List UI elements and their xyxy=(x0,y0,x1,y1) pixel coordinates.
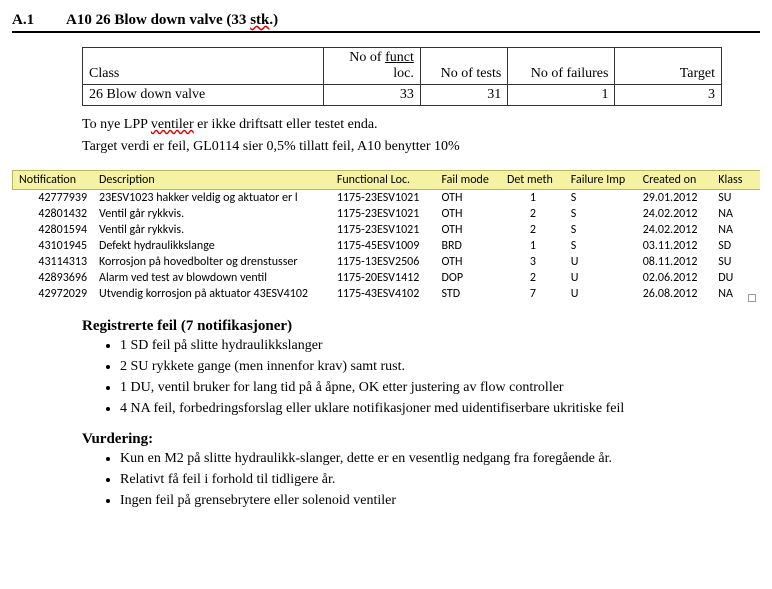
cell-created: 24.02.2012 xyxy=(637,206,713,222)
assessment-list: Kun en M2 på slitte hydraulikk-slanger, … xyxy=(102,450,760,511)
section-title-part: A10 26 Blow down valve (33 xyxy=(66,12,250,28)
summary-table-wrap: Class No of funct loc. No of tests No of… xyxy=(82,47,760,106)
cell-det: 3 xyxy=(501,254,565,270)
cell-id: 42777939 xyxy=(13,190,94,207)
cell-id: 42801594 xyxy=(13,222,94,238)
cell-loc: 1175-23ESV1021 xyxy=(331,206,436,222)
cell-desc: Utvendig korrosjon på aktuator 43ESV4102 xyxy=(93,286,331,302)
cell-mode: OTH xyxy=(435,190,501,207)
cell-mode: OTH xyxy=(435,206,501,222)
cell-class: 26 Blow down valve xyxy=(83,85,324,106)
cell-mode: OTH xyxy=(435,254,501,270)
paragraph-1: To nye LPP ventiler er ikke driftsatt el… xyxy=(82,116,760,134)
cell-desc: Alarm ved test av blowdown ventil xyxy=(93,270,331,286)
cell-imp: U xyxy=(565,270,637,286)
cell-imp: S xyxy=(565,206,637,222)
cell-klass: SU xyxy=(712,190,760,207)
cell-created: 24.02.2012 xyxy=(637,222,713,238)
cell-mode: DOP xyxy=(435,270,501,286)
col-funct-loc: No of funct loc. xyxy=(324,48,421,85)
paragraph-2: Target verdi er feil, GL0114 sier 0,5% t… xyxy=(82,138,760,156)
cell-det: 1 xyxy=(501,238,565,254)
cell-det: 2 xyxy=(501,206,565,222)
list-item: Ingen feil på grensebrytere eller soleno… xyxy=(120,492,760,511)
cell-id: 43114313 xyxy=(13,254,94,270)
col-klass: Klass xyxy=(712,171,760,190)
cell-id: 42893696 xyxy=(13,270,94,286)
notification-table-wrap: Notification Description Functional Loc.… xyxy=(12,170,760,306)
cell-klass: NA xyxy=(712,222,760,238)
table-row: 43114313Korrosjon på hovedbolter og dren… xyxy=(13,254,761,270)
cell-tests: 31 xyxy=(420,85,507,106)
section-title-part: .) xyxy=(269,12,278,28)
list-item: 4 NA feil, forbedringsforslag eller ukla… xyxy=(120,400,760,419)
cell-id: 43101945 xyxy=(13,238,94,254)
col-target: Target xyxy=(615,48,722,85)
assessment-heading: Vurdering: xyxy=(82,431,760,448)
table-row: 42893696Alarm ved test av blowdown venti… xyxy=(13,270,761,286)
cell-failures: 1 xyxy=(508,85,615,106)
section-number: A.1 xyxy=(12,12,66,29)
cell-det: 2 xyxy=(501,270,565,286)
cell-target: 3 xyxy=(615,85,722,106)
col-description: Description xyxy=(93,171,331,190)
cell-desc: Defekt hydraulikkslange xyxy=(93,238,331,254)
col-notification: Notification xyxy=(13,171,94,190)
cell-klass: SD xyxy=(712,238,760,254)
cell-created: 08.11.2012 xyxy=(637,254,713,270)
cell-funct-loc: 33 xyxy=(324,85,421,106)
list-item: Kun en M2 på slitte hydraulikk-slanger, … xyxy=(120,450,760,469)
summary-row: 26 Blow down valve 33 31 1 3 xyxy=(83,85,722,106)
notification-table: Notification Description Functional Loc.… xyxy=(12,170,760,302)
cell-desc: Korrosjon på hovedbolter og drenstusser xyxy=(93,254,331,270)
section-heading: A.1 A10 26 Blow down valve (33 stk.) xyxy=(12,12,760,33)
cell-imp: S xyxy=(565,190,637,207)
col-class: Class xyxy=(83,48,324,85)
table-row: 42801594Ventil går rykkvis.1175-23ESV102… xyxy=(13,222,761,238)
col-fail-mode: Fail mode xyxy=(435,171,501,190)
cell-desc: Ventil går rykkvis. xyxy=(93,222,331,238)
cell-klass: DU xyxy=(712,270,760,286)
list-item: 2 SU rykkete gange (men innenfor krav) s… xyxy=(120,358,760,377)
cell-created: 03.11.2012 xyxy=(637,238,713,254)
list-item: Relativt få feil i forhold til tidligere… xyxy=(120,471,760,490)
cell-loc: 1175-23ESV1021 xyxy=(331,222,436,238)
list-item: 1 SD feil på slitte hydraulikkslanger xyxy=(120,337,760,356)
cell-det: 1 xyxy=(501,190,565,207)
col-created: Created on xyxy=(637,171,713,190)
col-tests: No of tests xyxy=(420,48,507,85)
cell-mode: BRD xyxy=(435,238,501,254)
resize-handle-icon xyxy=(748,294,756,302)
table-row: 43101945Defekt hydraulikkslange1175-45ES… xyxy=(13,238,761,254)
cell-imp: S xyxy=(565,238,637,254)
cell-loc: 1175-13ESV2506 xyxy=(331,254,436,270)
col-det-meth: Det meth xyxy=(501,171,565,190)
registered-list: 1 SD feil på slitte hydraulikkslanger 2 S… xyxy=(102,337,760,419)
cell-loc: 1175-45ESV1009 xyxy=(331,238,436,254)
cell-created: 29.01.2012 xyxy=(637,190,713,207)
col-failures: No of failures xyxy=(508,48,615,85)
cell-desc: Ventil går rykkvis. xyxy=(93,206,331,222)
cell-mode: OTH xyxy=(435,222,501,238)
cell-loc: 1175-23ESV1021 xyxy=(331,190,436,207)
cell-det: 2 xyxy=(501,222,565,238)
cell-imp: S xyxy=(565,222,637,238)
list-item: 1 DU, ventil bruker for lang tid på å åp… xyxy=(120,379,760,398)
cell-created: 02.06.2012 xyxy=(637,270,713,286)
table-row: 4277793923ESV1023 hakker veldig og aktua… xyxy=(13,190,761,207)
section-title: A10 26 Blow down valve (33 stk.) xyxy=(66,12,760,29)
table-row: 42801432Ventil går rykkvis.1175-23ESV102… xyxy=(13,206,761,222)
cell-klass: NA xyxy=(712,206,760,222)
registered-heading: Registrerte feil (7 notifikasjoner) xyxy=(82,318,760,335)
col-func-loc: Functional Loc. xyxy=(331,171,436,190)
cell-imp: U xyxy=(565,254,637,270)
col-failure-imp: Failure Imp xyxy=(565,171,637,190)
table-row: 42972029Utvendig korrosjon på aktuator 4… xyxy=(13,286,761,302)
summary-table: Class No of funct loc. No of tests No of… xyxy=(82,47,722,106)
section-title-redline: stk xyxy=(250,12,269,28)
cell-loc: 1175-20ESV1412 xyxy=(331,270,436,286)
cell-klass: SU xyxy=(712,254,760,270)
cell-id: 42801432 xyxy=(13,206,94,222)
cell-desc: 23ESV1023 hakker veldig og aktuator er l xyxy=(93,190,331,207)
